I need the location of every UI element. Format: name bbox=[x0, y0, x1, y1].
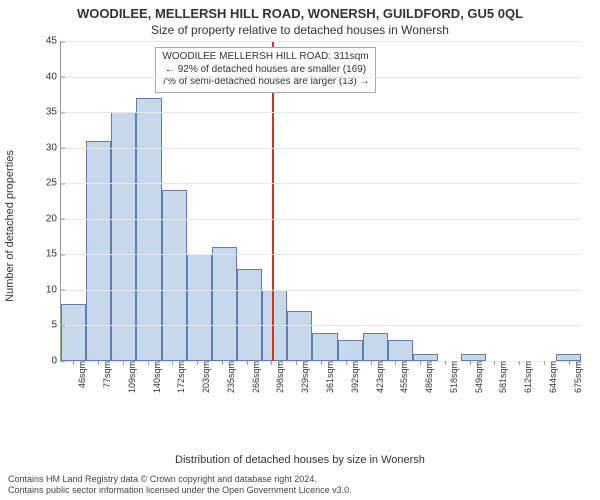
y-tick-label: 35 bbox=[46, 107, 61, 118]
y-tick-label: 15 bbox=[46, 249, 61, 260]
annotation-line: ← 92% of detached houses are smaller (16… bbox=[162, 64, 370, 77]
histogram-bar bbox=[461, 354, 486, 361]
annotation-box: WOODILEE MELLERSH HILL ROAD: 311sqm ← 92… bbox=[155, 47, 377, 93]
x-tick-label: 675sqm bbox=[569, 361, 583, 393]
grid-line bbox=[61, 325, 581, 326]
histogram-bar bbox=[162, 190, 187, 361]
y-tick-label: 20 bbox=[46, 213, 61, 224]
y-tick-label: 5 bbox=[51, 320, 61, 331]
grid-line bbox=[61, 41, 581, 42]
x-tick-label: 266sqm bbox=[247, 361, 261, 393]
x-tick-label: 644sqm bbox=[544, 361, 558, 393]
x-tick-label: 46sqm bbox=[73, 361, 87, 388]
y-tick-label: 25 bbox=[46, 178, 61, 189]
grid-line bbox=[61, 290, 581, 291]
page-title: WOODILEE, MELLERSH HILL ROAD, WONERSH, G… bbox=[0, 0, 600, 21]
histogram-bar bbox=[338, 340, 363, 361]
y-tick-label: 45 bbox=[46, 36, 61, 47]
attribution-line: Contains public sector information licen… bbox=[8, 485, 592, 496]
histogram-bar bbox=[363, 333, 388, 361]
y-tick-label: 10 bbox=[46, 284, 61, 295]
histogram-bar bbox=[388, 340, 413, 361]
x-tick-label: 549sqm bbox=[470, 361, 484, 393]
x-tick-label: 486sqm bbox=[420, 361, 434, 393]
x-tick-label: 455sqm bbox=[395, 361, 409, 393]
y-tick-label: 40 bbox=[46, 71, 61, 82]
x-axis-label: Distribution of detached houses by size … bbox=[0, 454, 600, 466]
x-tick-label: 203sqm bbox=[197, 361, 211, 393]
plot-area: WOODILEE MELLERSH HILL ROAD: 311sqm ← 92… bbox=[60, 41, 581, 362]
x-tick-label: 140sqm bbox=[148, 361, 162, 393]
x-tick-label: 518sqm bbox=[445, 361, 459, 393]
histogram-bar bbox=[413, 354, 438, 361]
annotation-line: WOODILEE MELLERSH HILL ROAD: 311sqm bbox=[162, 51, 370, 64]
x-tick-label: 612sqm bbox=[519, 361, 533, 393]
y-tick-label: 30 bbox=[46, 142, 61, 153]
grid-line bbox=[61, 183, 581, 184]
grid-line bbox=[61, 148, 581, 149]
grid-line bbox=[61, 219, 581, 220]
y-tick-label: 0 bbox=[51, 356, 61, 367]
attribution-text: Contains HM Land Registry data © Crown c… bbox=[8, 474, 592, 496]
x-tick-label: 581sqm bbox=[494, 361, 508, 393]
x-tick-label: 172sqm bbox=[172, 361, 186, 393]
grid-line bbox=[61, 77, 581, 78]
chart-container: WOODILEE, MELLERSH HILL ROAD, WONERSH, G… bbox=[0, 0, 600, 500]
histogram-bar bbox=[111, 112, 136, 361]
attribution-line: Contains HM Land Registry data © Crown c… bbox=[8, 474, 592, 485]
chart-area: Number of detached properties WOODILEE M… bbox=[38, 41, 598, 411]
histogram-bar bbox=[61, 304, 86, 361]
histogram-bar bbox=[287, 311, 312, 361]
histogram-bar bbox=[237, 269, 262, 361]
x-tick-label: 77sqm bbox=[98, 361, 112, 388]
histogram-bar bbox=[312, 333, 337, 361]
annotation-line: 7% of semi-detached houses are larger (1… bbox=[162, 76, 370, 89]
grid-line bbox=[61, 254, 581, 255]
histogram-bar bbox=[86, 141, 111, 361]
x-tick-label: 298sqm bbox=[271, 361, 285, 393]
x-tick-label: 361sqm bbox=[321, 361, 335, 393]
x-tick-label: 109sqm bbox=[123, 361, 137, 393]
x-tick-label: 423sqm bbox=[371, 361, 385, 393]
x-tick-label: 392sqm bbox=[346, 361, 360, 393]
histogram-bar bbox=[136, 98, 161, 361]
histogram-bar bbox=[212, 247, 237, 361]
histogram-bar bbox=[187, 254, 212, 361]
histogram-bar bbox=[556, 354, 581, 361]
x-tick-label: 235sqm bbox=[222, 361, 236, 393]
y-axis-label: Number of detached properties bbox=[4, 150, 16, 302]
page-subtitle: Size of property relative to detached ho… bbox=[0, 21, 600, 41]
x-tick-label: 329sqm bbox=[296, 361, 310, 393]
grid-line bbox=[61, 112, 581, 113]
